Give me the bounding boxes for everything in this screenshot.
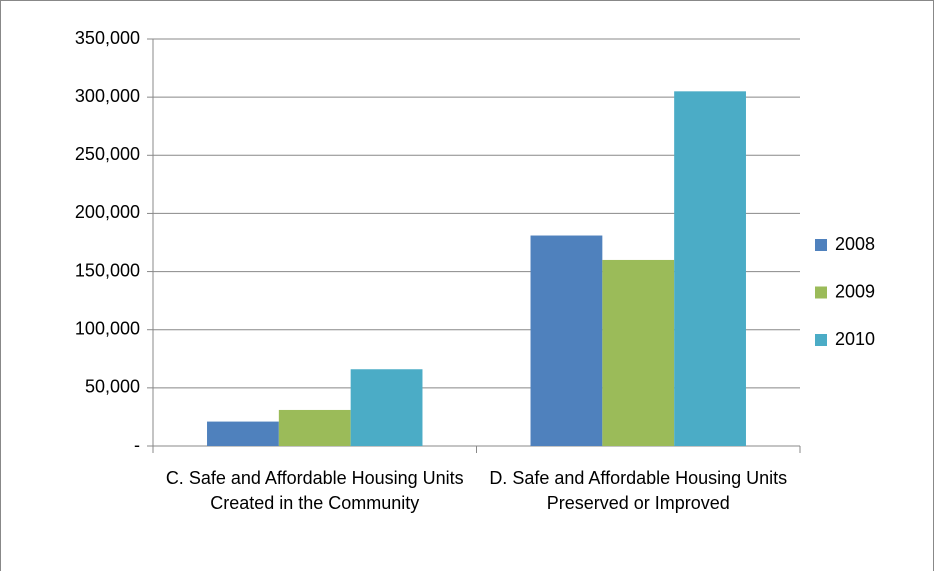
- legend-swatch: [815, 334, 827, 346]
- legend-label: 2008: [835, 234, 875, 254]
- legend-swatch: [815, 239, 827, 251]
- y-tick-label: 300,000: [75, 86, 140, 106]
- bar: [350, 369, 423, 446]
- y-tick-label: 200,000: [75, 202, 140, 222]
- legend-swatch: [815, 286, 827, 299]
- bar: [602, 259, 675, 446]
- y-tick-label: 350,000: [75, 28, 140, 48]
- y-tick-label: 100,000: [75, 318, 140, 338]
- bar: [674, 91, 746, 446]
- y-tick-label: 150,000: [75, 260, 140, 280]
- y-tick-label: -: [134, 435, 140, 455]
- x-tick-label: D. Safe and Affordable Housing Units Pre…: [489, 468, 788, 513]
- bar: [530, 235, 603, 446]
- x-tick-label: C. Safe and Affordable Housing Units Cre…: [165, 468, 464, 513]
- legend-label: 2009: [835, 281, 875, 301]
- legend-label: 2010: [835, 329, 875, 349]
- bar: [278, 409, 351, 446]
- bar: [207, 421, 279, 446]
- y-tick-label: 50,000: [85, 377, 140, 397]
- y-tick-label: 250,000: [75, 144, 140, 164]
